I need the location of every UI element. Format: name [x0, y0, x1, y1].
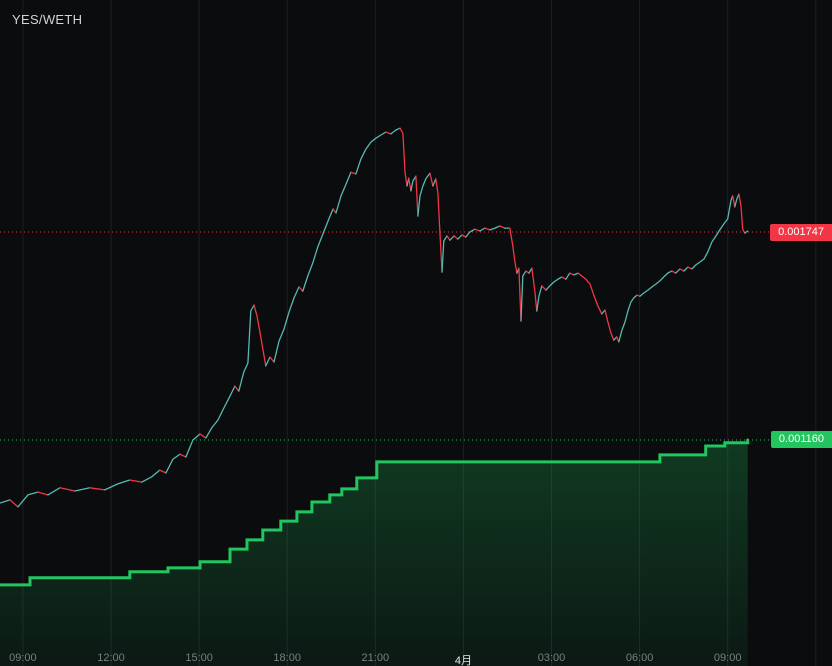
price-segment	[185, 433, 201, 458]
price-segment	[446, 235, 451, 241]
price-segment	[604, 309, 615, 341]
price-segment	[335, 171, 352, 214]
price-level-lines	[0, 231, 832, 441]
price-segment	[601, 309, 606, 315]
price-segment	[408, 177, 412, 192]
time-tick-label: 18:00	[273, 652, 301, 664]
price-line-series	[0, 127, 749, 508]
time-tick-label: 06:00	[625, 652, 654, 664]
price-segment	[415, 175, 419, 217]
price-segment	[545, 276, 563, 291]
price-segment	[499, 225, 506, 229]
price-segment	[520, 270, 527, 322]
price-segment	[639, 270, 673, 297]
price-segment	[47, 487, 61, 496]
price-segment	[541, 285, 547, 291]
price-segment	[432, 178, 437, 187]
last-price-badge: 0.001747	[770, 223, 832, 241]
price-segment	[385, 131, 392, 135]
time-tick-label: 4月	[454, 655, 472, 666]
price-segment	[390, 127, 401, 135]
price-segment	[89, 487, 106, 491]
price-segment	[679, 268, 685, 272]
price-segment	[536, 285, 543, 312]
time-tick-label: 09:00	[713, 652, 742, 664]
price-segment	[74, 487, 91, 492]
price-segment	[461, 234, 467, 238]
price-segment	[683, 266, 689, 272]
price-segment	[165, 453, 181, 474]
price-segment	[273, 286, 300, 363]
price-segment	[129, 479, 143, 483]
price-segment	[509, 227, 518, 274]
price-segment	[302, 208, 334, 292]
price-segment	[687, 266, 693, 270]
price-segment	[489, 225, 501, 231]
time-tick-label: 12:00	[97, 652, 125, 664]
price-segment	[159, 469, 167, 474]
time-tick-label: 21:00	[361, 652, 390, 664]
price-segment	[205, 385, 236, 439]
price-segment	[9, 499, 19, 508]
price-segment	[675, 268, 681, 274]
price-segment	[734, 193, 740, 208]
time-tick-label: 15:00	[185, 652, 213, 664]
price-segment	[613, 336, 618, 341]
price-segment	[417, 172, 431, 217]
time-tick-label: 09:00	[9, 652, 37, 664]
price-segment	[269, 356, 275, 363]
price-segment	[573, 272, 579, 276]
price-segment	[691, 195, 734, 270]
base-step-line	[0, 438, 750, 587]
base-price-badge: 0.001160	[770, 431, 832, 449]
price-segment	[449, 235, 455, 241]
price-segment	[17, 491, 39, 508]
pair-label: YES/WETH	[12, 12, 83, 27]
time-tick-label: 03:00	[537, 652, 566, 664]
price-segment	[59, 487, 76, 492]
price-segment	[429, 172, 434, 187]
price-segment	[298, 286, 304, 292]
price-segment	[732, 195, 736, 208]
price-segment	[518, 267, 522, 322]
price-segment	[569, 272, 575, 276]
price-segment	[453, 235, 459, 240]
price-segment	[441, 235, 448, 273]
price-segment	[465, 228, 476, 238]
price-segment	[474, 228, 481, 232]
price-segment	[410, 175, 417, 192]
price-segment	[141, 469, 161, 483]
price-segment	[104, 479, 131, 491]
price-segment	[332, 208, 337, 214]
time-axis[interactable]: 09:00 12:00 15:00 18:00 21:00 4月 03:00 06:00 09:…	[0, 648, 832, 666]
price-segment	[234, 385, 240, 392]
price-segment	[565, 272, 571, 280]
grid-lines	[22, 0, 817, 666]
price-segment	[479, 227, 486, 232]
price-segment	[744, 230, 749, 234]
price-segment	[199, 433, 207, 439]
price-segment	[435, 178, 443, 273]
base-step-fill	[0, 440, 748, 666]
price-segment	[561, 276, 567, 280]
price-segment	[457, 234, 463, 240]
price-segment	[671, 270, 677, 274]
price-segment	[238, 304, 255, 392]
price-segment	[531, 267, 538, 312]
price-segment	[253, 304, 267, 367]
price-segment	[179, 453, 187, 458]
price-segment	[577, 272, 603, 315]
price-segment	[618, 294, 638, 343]
price-segment	[738, 193, 746, 234]
price-segment	[0, 499, 11, 504]
base-step-series	[0, 438, 750, 666]
price-segment	[265, 356, 271, 367]
price-segment	[355, 131, 387, 175]
price-segment	[350, 171, 357, 175]
price-segment	[37, 491, 49, 496]
price-segment	[399, 127, 408, 187]
price-segment	[484, 227, 491, 231]
